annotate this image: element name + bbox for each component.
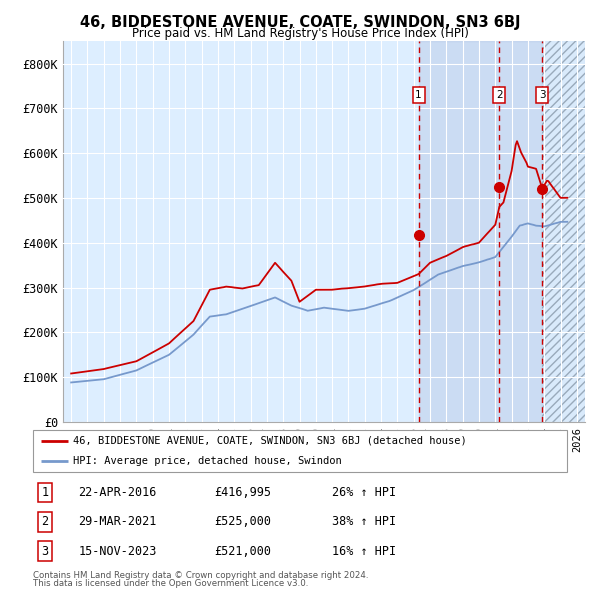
Bar — [542, 41, 585, 422]
Text: 46, BIDDESTONE AVENUE, COATE, SWINDON, SN3 6BJ: 46, BIDDESTONE AVENUE, COATE, SWINDON, S… — [80, 15, 520, 30]
Text: 1: 1 — [415, 90, 422, 100]
Text: 2: 2 — [41, 515, 49, 529]
FancyBboxPatch shape — [33, 430, 567, 472]
Text: 22-APR-2016: 22-APR-2016 — [79, 486, 157, 499]
Text: £521,000: £521,000 — [215, 545, 272, 558]
Text: This data is licensed under the Open Government Licence v3.0.: This data is licensed under the Open Gov… — [33, 579, 308, 588]
Text: £416,995: £416,995 — [215, 486, 272, 499]
Text: 38% ↑ HPI: 38% ↑ HPI — [332, 515, 396, 529]
Text: Contains HM Land Registry data © Crown copyright and database right 2024.: Contains HM Land Registry data © Crown c… — [33, 571, 368, 580]
Bar — [542, 41, 585, 422]
Text: £525,000: £525,000 — [215, 515, 272, 529]
Text: 46, BIDDESTONE AVENUE, COATE, SWINDON, SN3 6BJ (detached house): 46, BIDDESTONE AVENUE, COATE, SWINDON, S… — [73, 436, 467, 446]
Text: Price paid vs. HM Land Registry's House Price Index (HPI): Price paid vs. HM Land Registry's House … — [131, 27, 469, 40]
Text: 29-MAR-2021: 29-MAR-2021 — [79, 515, 157, 529]
Text: 1: 1 — [41, 486, 49, 499]
Text: 3: 3 — [539, 90, 545, 100]
Text: 15-NOV-2023: 15-NOV-2023 — [79, 545, 157, 558]
Text: 26% ↑ HPI: 26% ↑ HPI — [332, 486, 396, 499]
Text: HPI: Average price, detached house, Swindon: HPI: Average price, detached house, Swin… — [73, 455, 342, 466]
Text: 16% ↑ HPI: 16% ↑ HPI — [332, 545, 396, 558]
Text: 2: 2 — [496, 90, 503, 100]
Bar — [419, 41, 542, 422]
Text: 3: 3 — [41, 545, 49, 558]
